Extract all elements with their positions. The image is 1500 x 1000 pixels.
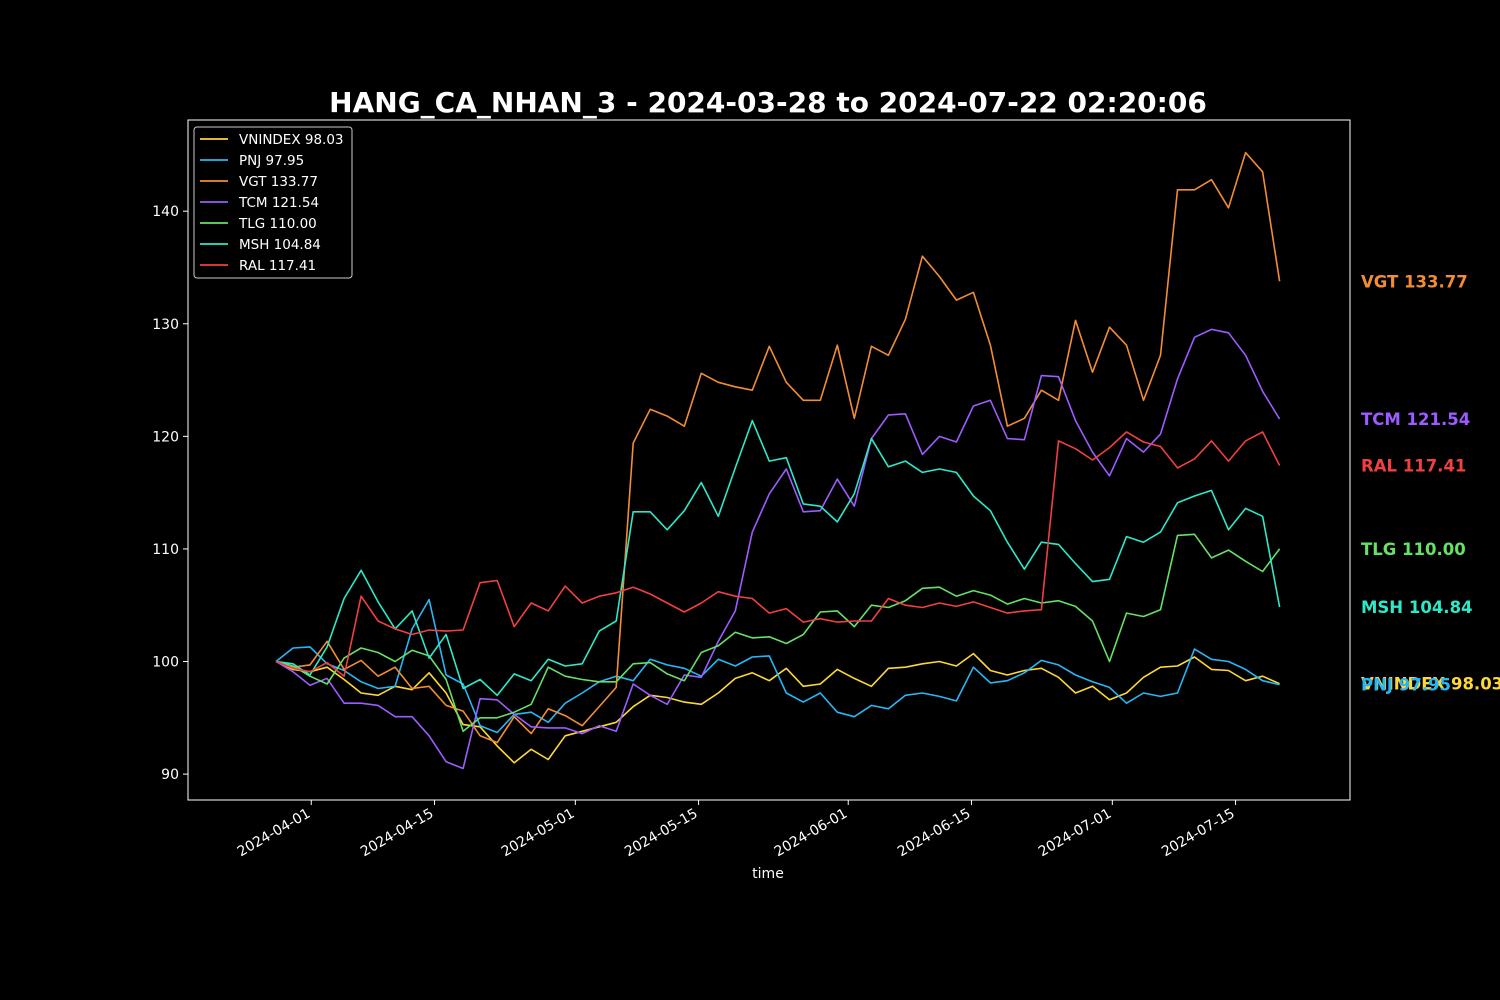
series-line-tlg (275, 533, 1281, 733)
x-tick-label: 2024-06-15 (895, 806, 973, 861)
y-tick-label: 120 (152, 429, 179, 445)
legend-label-vgt: VGT 133.77 (239, 174, 318, 190)
x-tick-label: 2024-04-01 (235, 806, 313, 861)
end-label-vnindex: VNINDEX 98.03 (1361, 675, 1500, 694)
legend-label-pnj: PNJ 97.95 (239, 153, 304, 169)
series-line-vgt (275, 151, 1281, 744)
end-label-msh: MSH 104.84 (1361, 598, 1473, 617)
legend: VNINDEX 98.03 PNJ 97.95 VGT 133.77 TCM 121.… (193, 126, 353, 279)
x-tick-label: 2024-05-01 (499, 806, 577, 861)
chart-title: HANG_CA_NHAN_3 - 2024-03-28 to 2024-07-2… (329, 86, 1207, 119)
x-tick-label: 2024-07-01 (1036, 806, 1114, 861)
legend-label-msh: MSH 104.84 (239, 237, 321, 253)
x-tick-label: 2024-05-15 (622, 806, 700, 861)
y-axis: 90 100 110 120 130 140 (152, 204, 188, 783)
series-line-ral (275, 431, 1281, 678)
y-tick-label: 100 (152, 655, 179, 671)
series-line-pnj (275, 598, 1280, 734)
series-line-tcm (275, 328, 1281, 770)
series-line-msh (275, 419, 1281, 697)
end-label-tcm: TCM 121.54 (1361, 410, 1470, 429)
y-tick-label: 130 (152, 317, 179, 333)
end-label-ral: RAL 117.41 (1361, 457, 1466, 476)
legend-box (193, 126, 353, 279)
y-tick-label: 140 (152, 204, 179, 220)
y-tick-label: 110 (152, 542, 179, 558)
x-tick-label: 2024-07-15 (1159, 806, 1237, 861)
end-label-pnj: PNJ 97.95 (1361, 676, 1451, 695)
legend-label-tcm: TCM 121.54 (238, 195, 319, 211)
y-tick-label: 90 (161, 767, 179, 783)
legend-label-tlg: TLG 110.00 (238, 216, 317, 232)
end-label-tlg: TLG 110.00 (1361, 540, 1466, 559)
legend-label-vnindex: VNINDEX 98.03 (239, 132, 344, 148)
end-label-vgt: VGT 133.77 (1361, 272, 1468, 291)
legend-label-ral: RAL 117.41 (239, 258, 316, 274)
x-axis: 2024-04-01 2024-04-15 2024-05-01 2024-05-15… (235, 800, 1238, 860)
x-axis-label: time (752, 866, 784, 882)
plot-area (187, 119, 1351, 801)
x-tick-label: 2024-04-15 (358, 806, 436, 861)
series-line-vnindex (275, 652, 1280, 764)
x-tick-label: 2024-06-01 (772, 806, 850, 861)
series-layer (275, 151, 1281, 770)
